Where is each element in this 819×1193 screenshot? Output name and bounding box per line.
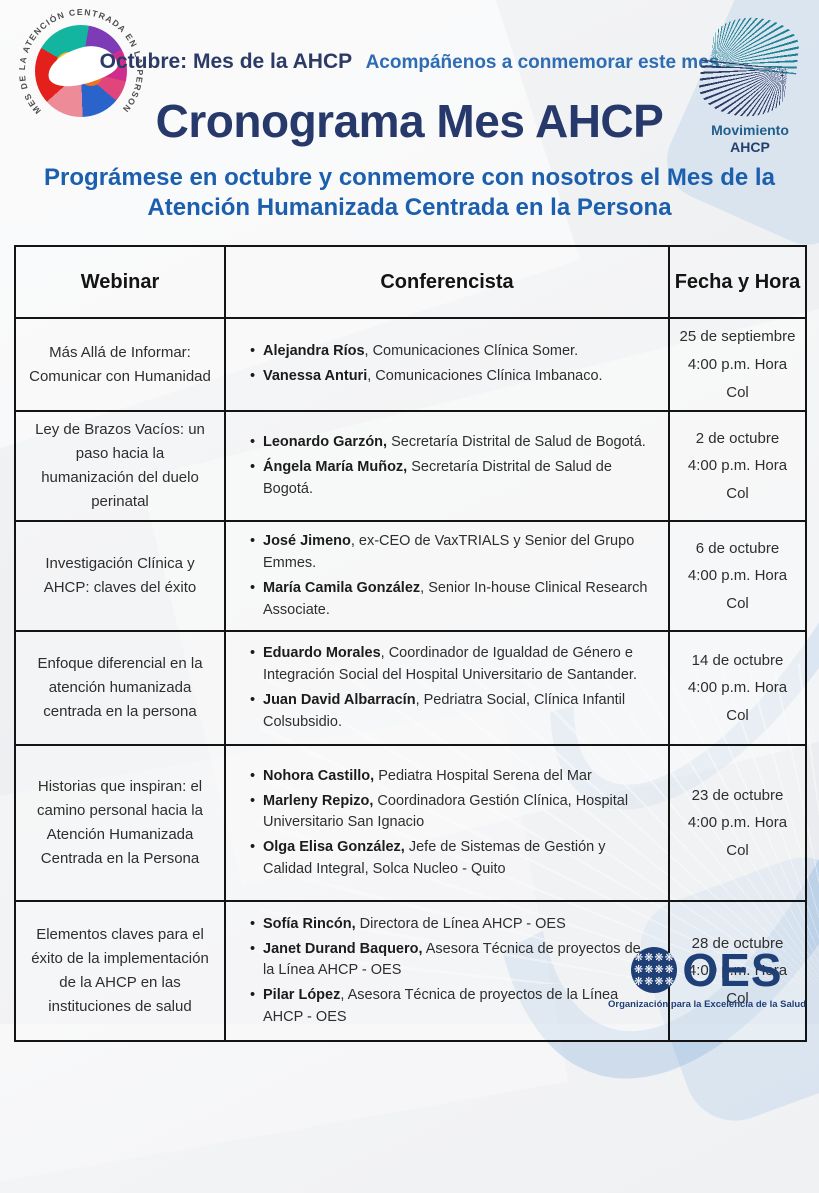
movimiento-ahcp-logo: Movimiento AHCP xyxy=(691,13,809,155)
event-time: 4:00 p.m. Hora Col xyxy=(687,679,788,725)
table-row: Historias que inspiran: el camino person… xyxy=(14,744,807,903)
date-cell: 23 de octubre 4:00 p.m. Hora Col xyxy=(668,744,807,903)
webinar-title: Historias que inspiran: el camino person… xyxy=(14,744,226,903)
webinar-title: Investigación Clínica y AHCP: claves del… xyxy=(14,520,226,633)
speaker-cell: Leonardo Garzón, Secretaría Distrital de… xyxy=(224,410,670,523)
speaker-item: Juan David Albarracín, Pedriatra Social,… xyxy=(250,690,654,734)
event-date: 28 de octubre xyxy=(691,934,784,952)
column-header-conferencista: Conferencista xyxy=(224,245,670,319)
event-time: 4:00 p.m. Hora Col xyxy=(687,457,788,503)
table-row: Investigación Clínica y AHCP: claves del… xyxy=(14,520,807,633)
oes-acronym: OES xyxy=(682,944,783,996)
speaker-item: Marleny Repizo, Coordinadora Gestión Clí… xyxy=(250,791,654,835)
speaker-item: Ángela María Muñoz, Secretaría Distrital… xyxy=(250,457,654,501)
speaker-cell: Nohora Castillo, Pediatra Hospital Seren… xyxy=(224,744,670,903)
event-time: 4:00 p.m. Hora Col xyxy=(687,962,788,1008)
table-header-row: Webinar Conferencista Fecha y Hora xyxy=(14,245,807,319)
speaker-item: Pilar López, Asesora Técnica de proyecto… xyxy=(250,985,654,1029)
webinar-title: Más Allá de Informar: Comunicar con Huma… xyxy=(14,316,226,413)
speaker-item: Eduardo Morales, Coordinador de Igualdad… xyxy=(250,643,654,687)
schedule-table: Webinar Conferencista Fecha y Hora Más A… xyxy=(14,245,807,1043)
table-row: Ley de Brazos Vacíos: un paso hacia la h… xyxy=(14,410,807,523)
speaker-item: Leonardo Garzón, Secretaría Distrital de… xyxy=(250,432,654,454)
webinar-title: Ley de Brazos Vacíos: un paso hacia la h… xyxy=(14,410,226,523)
speaker-cell: Alejandra Ríos, Comunicaciones Clínica S… xyxy=(224,316,670,413)
movimiento-ahcp-label: AHCP xyxy=(730,139,770,155)
oes-globe-icon: ❋❋❋❋❋❋❋❋❋❋❋❋ xyxy=(631,947,678,993)
date-cell: 25 de septiembre 4:00 p.m. Hora Col xyxy=(668,316,807,413)
table-row: Enfoque diferencial en la atención human… xyxy=(14,630,807,747)
date-cell: 2 de octubre 4:00 p.m. Hora Col xyxy=(668,410,807,523)
event-date: 25 de septiembre xyxy=(679,328,796,345)
oes-tagline: Organización para la Excelencia de la Sa… xyxy=(608,999,806,1010)
page-subtitle: Prográmese en octubre y conmemore con no… xyxy=(0,163,819,223)
speaker-item: Nohora Castillo, Pediatra Hospital Seren… xyxy=(250,766,654,788)
event-time: 4:00 p.m. Hora Col xyxy=(687,355,788,401)
speaker-item: Sofía Rincón, Directora de Línea AHCP - … xyxy=(250,914,654,936)
speaker-item: José Jimeno, ex-CEO de VaxTRIALS y Senio… xyxy=(250,531,654,575)
speaker-cell: José Jimeno, ex-CEO de VaxTRIALS y Senio… xyxy=(224,520,670,633)
event-date: 2 de octubre xyxy=(695,429,780,447)
speaker-item: Olga Elisa González, Jefe de Sistemas de… xyxy=(250,837,654,881)
speaker-cell: Sofía Rincón, Directora de Línea AHCP - … xyxy=(224,900,670,1043)
speaker-item: Alejandra Ríos, Comunicaciones Clínica S… xyxy=(250,341,654,363)
oes-logo: ❋❋❋❋❋❋❋❋❋❋❋❋ OES Organización para la Ex… xyxy=(607,943,807,1010)
event-time: 4:00 p.m. Hora Col xyxy=(687,567,788,613)
fan-navy-icon xyxy=(696,59,788,121)
event-time: 4:00 p.m. Hora Col xyxy=(687,814,788,860)
event-date: 23 de octubre xyxy=(691,786,784,804)
speaker-item: María Camila González, Senior In-house C… xyxy=(250,578,654,622)
event-date: 14 de octubre xyxy=(691,651,784,669)
subtitle-line-1: Prográmese en octubre y conmemore con no… xyxy=(44,164,775,191)
speaker-item: Vanessa Anturi, Comunicaciones Clínica I… xyxy=(250,366,654,388)
date-cell: 14 de octubre 4:00 p.m. Hora Col xyxy=(668,630,807,747)
webinar-title: Elementos claves para el éxito de la imp… xyxy=(14,900,226,1043)
fan-swirl-icon xyxy=(691,13,809,121)
speaker-item: Janet Durand Baquero, Asesora Técnica de… xyxy=(250,939,654,983)
tagline-primary: Octubre: Mes de la AHCP xyxy=(99,50,353,73)
date-cell: 6 de octubre 4:00 p.m. Hora Col xyxy=(668,520,807,633)
table-row: Más Allá de Informar: Comunicar con Huma… xyxy=(14,316,807,413)
event-date: 6 de octubre xyxy=(695,539,780,557)
date-cell: 28 de octubre 4:00 p.m. Hora Col xyxy=(668,900,807,1043)
column-header-fecha: Fecha y Hora xyxy=(668,245,807,319)
webinar-title: Enfoque diferencial en la atención human… xyxy=(14,630,226,747)
column-header-webinar: Webinar xyxy=(14,245,226,319)
subtitle-line-2: Atención Humanizada Centrada en la Perso… xyxy=(147,194,672,221)
movimiento-label: Movimiento xyxy=(711,122,789,138)
tagline-secondary: Acompáñenos a conmemorar este mes xyxy=(365,52,720,73)
speaker-cell: Eduardo Morales, Coordinador de Igualdad… xyxy=(224,630,670,747)
